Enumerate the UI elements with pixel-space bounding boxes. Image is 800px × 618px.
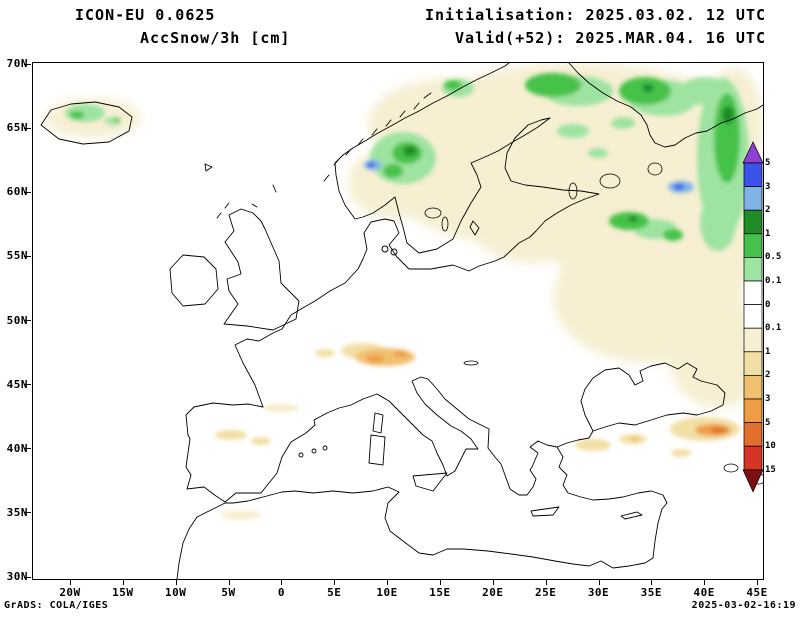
- black-sea-coast: [580, 362, 726, 432]
- render-timestamp: 2025-03-02-16:19: [691, 600, 796, 611]
- colorbar-label: 3: [765, 394, 771, 404]
- snow-shading-patches: [65, 73, 749, 520]
- lat-tick: [24, 448, 31, 450]
- lon-tick: [228, 579, 230, 585]
- lat-label: 40N: [6, 441, 28, 455]
- map-frame: [32, 62, 764, 580]
- model-title: ICON-EU 0.0625: [75, 6, 216, 24]
- grads-credit: GrADS: COLA/IGES: [4, 600, 109, 611]
- lon-tick: [281, 579, 283, 585]
- lat-tick: [24, 384, 31, 386]
- iceland-coast: [40, 101, 133, 145]
- lon-label: 30E: [587, 586, 610, 599]
- lon-label: 5E: [327, 586, 342, 599]
- faroe-coast: [204, 163, 213, 172]
- colorbar-label: 5: [765, 158, 771, 168]
- lat-label: 30N: [6, 570, 28, 583]
- lon-label: 40E: [693, 586, 715, 599]
- crete-coast: [530, 506, 560, 517]
- ireland-coast: [169, 254, 219, 307]
- lon-tick: [704, 579, 706, 585]
- colorbar-label: 2: [765, 205, 771, 216]
- lat-label: 50N: [6, 313, 28, 327]
- lat-tick: [24, 576, 31, 578]
- colorbar-label: 1: [765, 346, 771, 357]
- gotland-coast: [469, 220, 480, 236]
- coastlines: [40, 63, 763, 579]
- colorbar-label: 15: [765, 464, 776, 475]
- colorbar-label: 0.1: [765, 323, 782, 334]
- lat-tick: [24, 320, 31, 321]
- lon-tick: [439, 579, 441, 585]
- colorbar: [742, 141, 782, 494]
- lon-label: 15W: [112, 586, 134, 599]
- lon-label: 10W: [165, 586, 187, 599]
- lon-label: 20W: [59, 586, 81, 599]
- continental-coast: [234, 63, 600, 408]
- lat-tick: [24, 191, 31, 193]
- valid-time: Valid(+52): 2025.MAR.04. 16 UTC: [455, 29, 766, 47]
- lat-label: 60N: [6, 185, 28, 199]
- norway-skerries: [216, 92, 432, 219]
- lat-label: 35N: [6, 505, 28, 519]
- turkey-africa-coast: [176, 446, 668, 579]
- lon-tick: [175, 579, 177, 585]
- corsica-coast: [372, 412, 384, 434]
- europe-map: [40, 63, 763, 579]
- lon-label: 20E: [482, 586, 504, 599]
- cyprus-coast: [620, 511, 643, 520]
- lon-label: 25E: [534, 586, 557, 599]
- lon-tick: [492, 579, 494, 585]
- lon-tick: [651, 579, 653, 585]
- arctic-russia-coast: [568, 63, 763, 148]
- lon-tick: [545, 579, 547, 585]
- lon-label: 45E: [746, 586, 768, 599]
- north-spain-coast: [193, 402, 264, 408]
- colorbar-label: 0.5: [765, 252, 782, 263]
- great-britain-coast: [223, 208, 300, 331]
- lat-label: 45N: [6, 377, 28, 391]
- colorbar-label: 1: [765, 228, 771, 239]
- lat-label: 55N: [6, 249, 28, 263]
- lat-tick: [24, 512, 31, 514]
- sardinia-coast: [368, 434, 386, 466]
- small-islands: [251, 184, 277, 208]
- variable-title: AccSnow/3h [cm]: [140, 29, 291, 47]
- lat-tick: [24, 127, 31, 129]
- sicily-coast: [412, 472, 448, 492]
- lon-tick: [334, 579, 336, 585]
- lon-label: 0: [277, 586, 285, 599]
- lon-tick: [598, 579, 600, 585]
- colorbar-label: 10: [765, 441, 776, 452]
- colorbar-label: 3: [765, 181, 771, 192]
- lat-tick: [24, 255, 31, 257]
- lon-label: 10E: [376, 586, 398, 599]
- lon-label: 5W: [221, 586, 236, 599]
- lon-label: 35E: [640, 586, 663, 599]
- colorbar-label: 2: [765, 370, 771, 381]
- lat-label: 70N: [6, 57, 28, 70]
- lon-tick: [387, 579, 389, 585]
- lon-label: 15E: [429, 586, 451, 599]
- lat-label: 65N: [6, 121, 28, 135]
- lon-tick: [70, 579, 71, 585]
- iberia-med-coast: [185, 376, 594, 503]
- lon-tick: [122, 579, 124, 585]
- lat-tick: [24, 63, 31, 65]
- colorbar-label: 5: [765, 417, 771, 428]
- colorbar-label: 0.1: [765, 276, 782, 286]
- lon-tick: [757, 579, 759, 585]
- init-time: Initialisation: 2025.03.02. 12 UTC: [424, 6, 766, 24]
- colorbar-label: 0: [765, 299, 771, 310]
